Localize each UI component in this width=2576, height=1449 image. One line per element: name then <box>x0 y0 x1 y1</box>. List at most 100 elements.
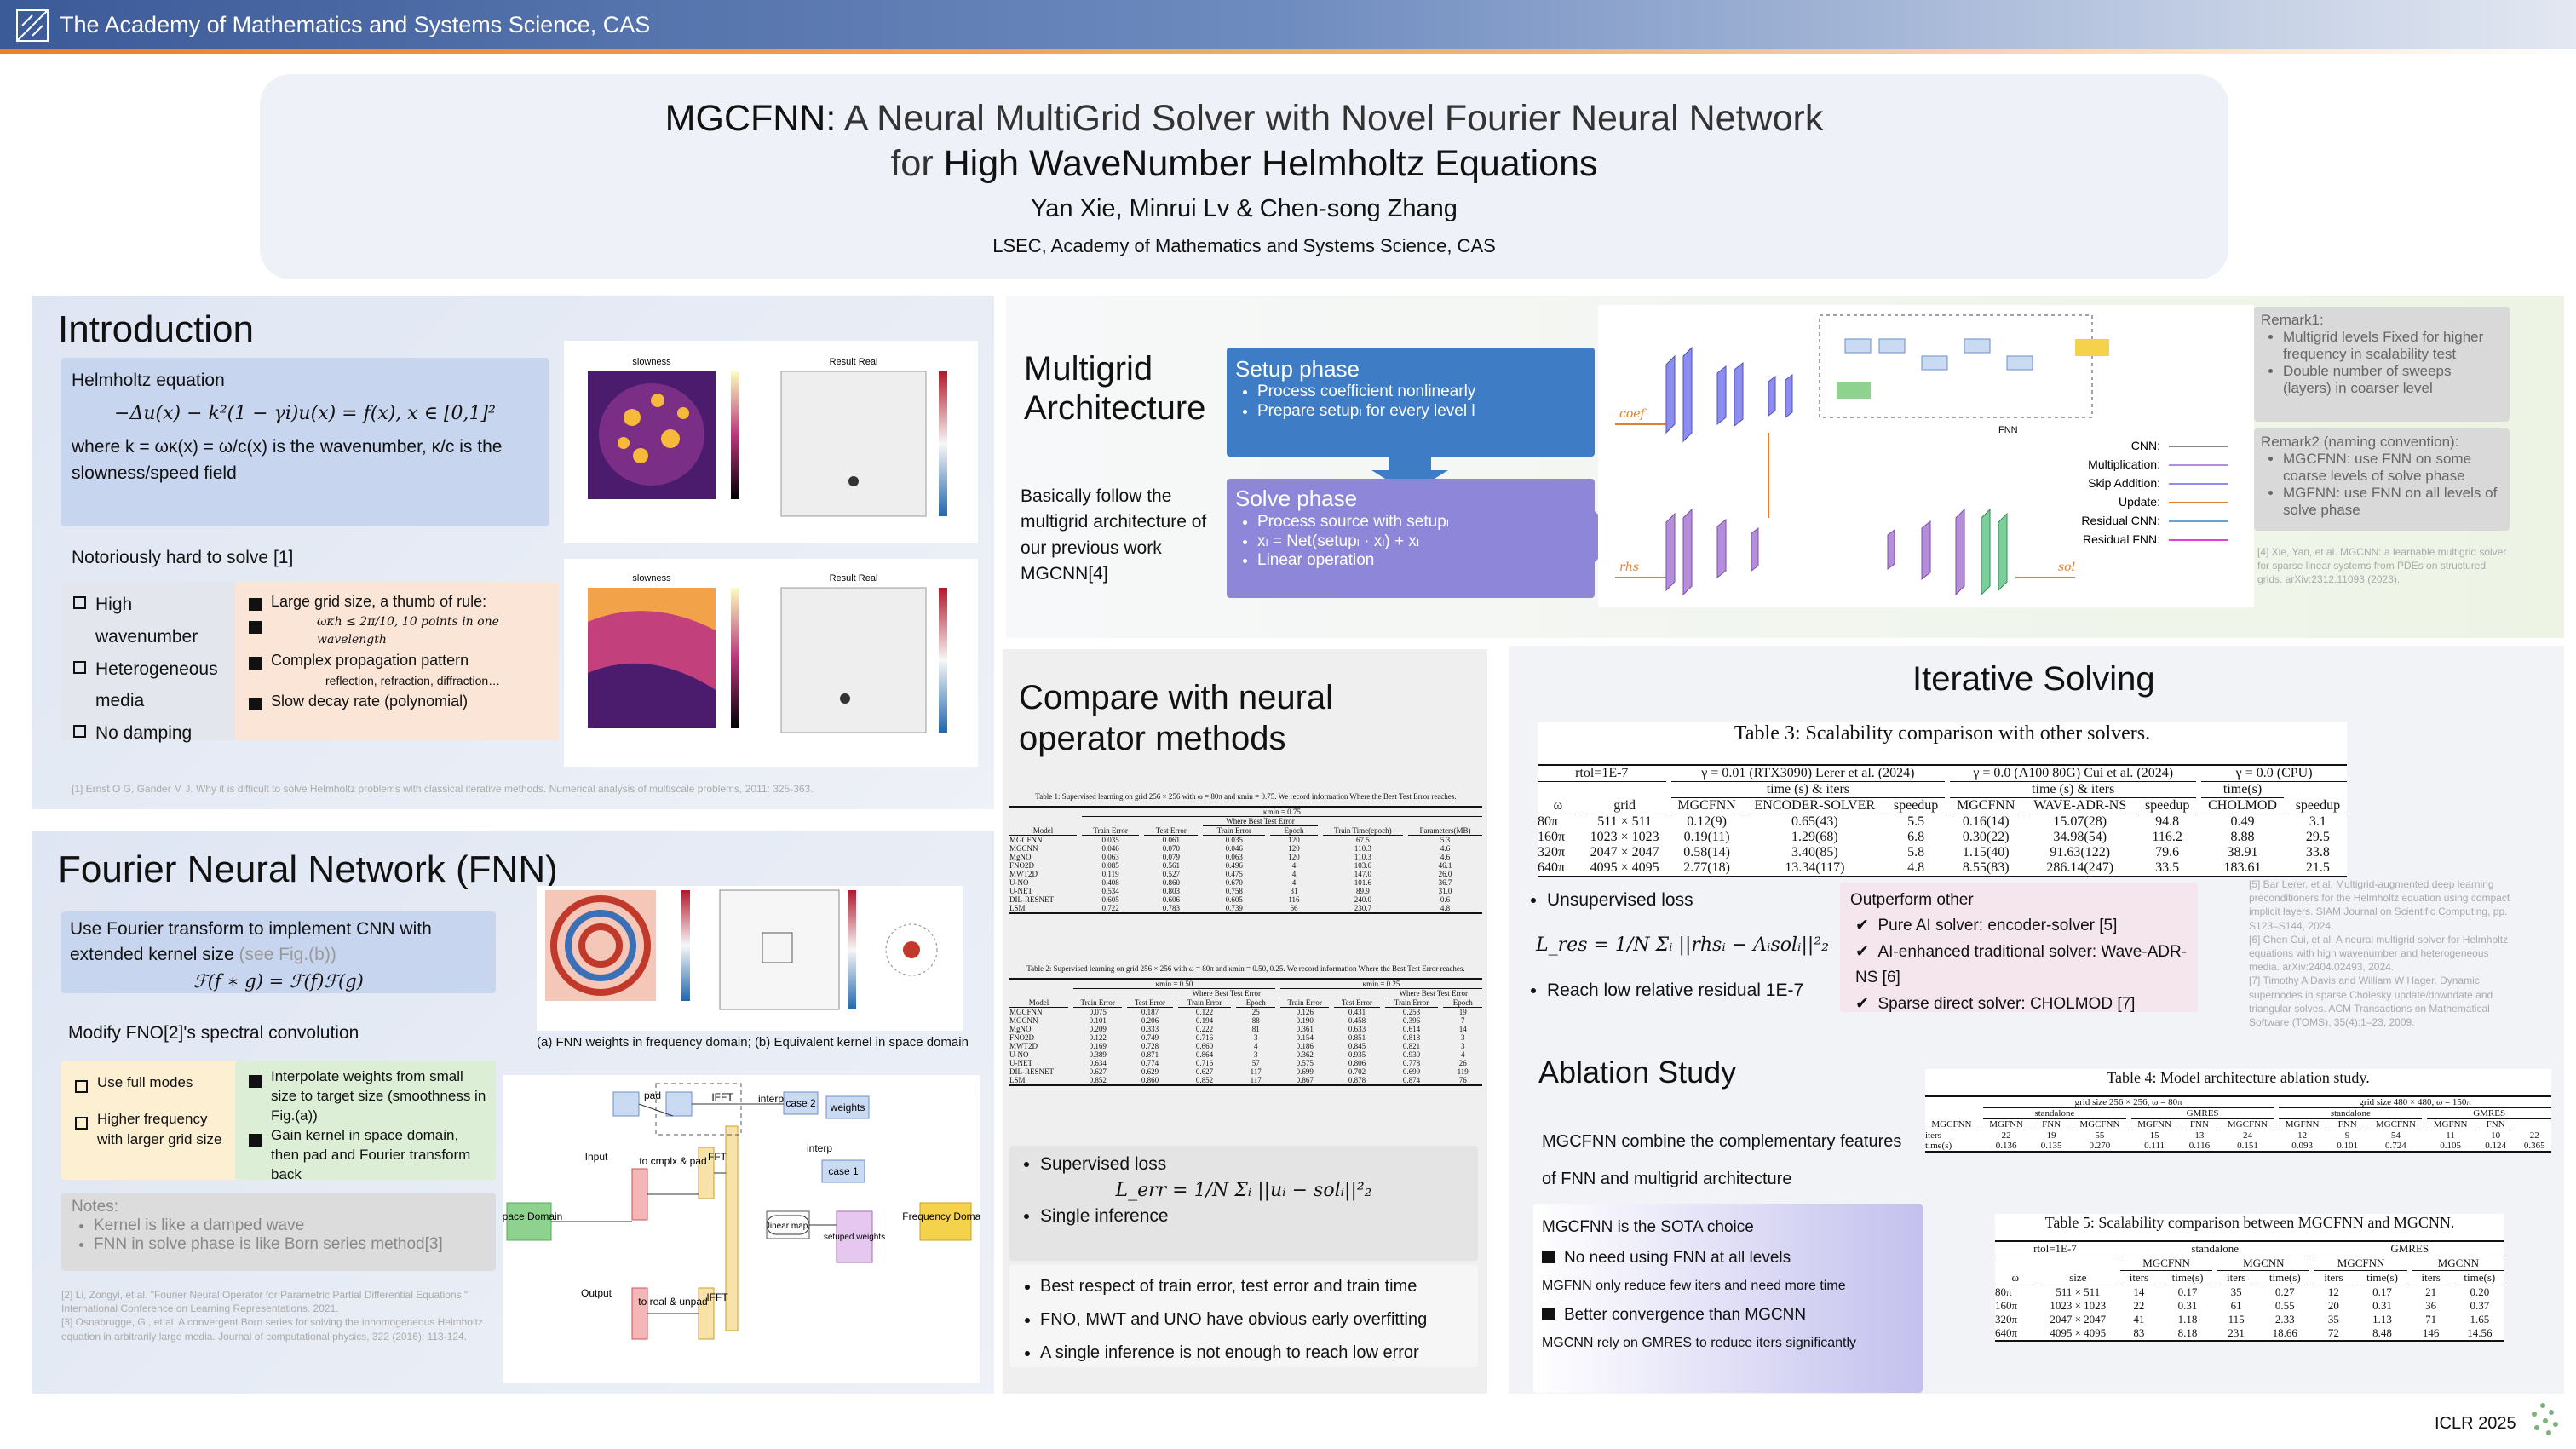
label: interp <box>807 1142 832 1154</box>
cell: 0.431 <box>1348 1008 1366 1016</box>
cell: 0.605 <box>1225 895 1243 904</box>
header-cell: time(s) <box>2357 1271 2407 1285</box>
bullet: Unsupervised loss <box>1547 888 1840 913</box>
input-label: coef <box>1619 407 1647 421</box>
setup-item: Process coefficient nonlinearly <box>1257 382 1586 401</box>
cell: 0.136 <box>1995 1141 2017 1151</box>
fnn-left-box: Use full modes Higher frequency with larg… <box>61 1061 240 1180</box>
notes-title: Notes: <box>72 1198 118 1216</box>
header-cell: speedup <box>2138 798 2197 814</box>
header-accent <box>0 49 2576 54</box>
cell: time(s) <box>1925 1141 1952 1151</box>
header-cell: κmin = 0.75 <box>1081 808 1482 817</box>
header-cell: ENCODER-SOLVER <box>1747 798 1883 814</box>
cell: U-NET <box>1009 887 1032 895</box>
hard-item-text: High wavenumber <box>95 595 198 647</box>
bullet: Best respect of train error, test error … <box>1040 1270 1469 1303</box>
cell: 0.935 <box>1348 1050 1366 1059</box>
header-cell: iters <box>2314 1271 2353 1285</box>
cell: 0.716 <box>1195 1059 1214 1067</box>
cell: MGCNN <box>1009 844 1038 853</box>
where: where k = ωκ(x) = ω/c(x) is the wavenumb… <box>72 437 503 483</box>
header-cell: MGCNN <box>2217 1256 2310 1271</box>
cell: 33.5 <box>2155 860 2180 875</box>
cell: 0.124 <box>2485 1141 2507 1151</box>
cell: 0.270 <box>2089 1141 2111 1151</box>
header-cell: grid <box>1583 798 1666 814</box>
cell: 0.852 <box>1195 1076 1214 1084</box>
cell: 0.728 <box>1141 1042 1159 1050</box>
cell: 36.7 <box>1438 878 1452 887</box>
header-cell: FNN <box>2330 1119 2365 1130</box>
cell: 91.63(122) <box>2050 845 2111 860</box>
cell: 1.15(40) <box>1962 845 2010 860</box>
header-cell: time(s) <box>2201 782 2284 798</box>
compare-heading: Compare with neural operator methods <box>1019 679 1334 757</box>
cell: 230.7 <box>1354 904 1371 912</box>
fnn-box: Use Fourier transform to implement CNN w… <box>61 911 496 993</box>
cell: 1023 × 1023 <box>1590 830 1659 844</box>
remark-item: MGFNN: use FNN on all levels of solve ph… <box>2283 485 2503 519</box>
cell: 2.77(18) <box>1683 860 1730 875</box>
fnn-right-item-text: Gain kernel in space domain, then pad an… <box>271 1126 471 1182</box>
cell: 0.575 <box>1296 1059 1314 1067</box>
legend: Multiplication: <box>2088 457 2160 471</box>
cell: 0.122 <box>1089 1033 1107 1042</box>
header-cell: speedup <box>1887 798 1946 814</box>
sota-detail: MGFNN only reduce few iters and need mor… <box>1542 1279 1846 1294</box>
bullet: Reach low relative residual 1E-7 <box>1547 978 1840 1003</box>
table-caption: Table 2: Supervised learning on grid 256… <box>1026 964 1465 973</box>
fnn-refs: [2] Li, Zongyi, et al. "Fourier Neural O… <box>61 1288 496 1343</box>
cell: 0.046 <box>1225 844 1243 853</box>
cell: 0.458 <box>1348 1016 1366 1025</box>
cell: 3.40(85) <box>1791 845 1838 860</box>
header-cell: Model <box>1009 998 1068 1008</box>
phase-arrow <box>1371 457 1448 494</box>
cell: 19 <box>1458 1008 1467 1016</box>
title-emph: High WaveNumber Helmholtz Equations <box>943 143 1598 184</box>
cell: 0.534 <box>1101 887 1119 895</box>
cell: 0.851 <box>1348 1033 1366 1042</box>
fnn-right-item: Gain kernel in space domain, then pad an… <box>249 1126 489 1185</box>
ref: [7] Timothy A Davis and William W Hager.… <box>2249 974 2521 1029</box>
cell: 0.194 <box>1195 1016 1214 1025</box>
hard-box: High wavenumber Heterogeneous media No dam… <box>61 582 240 743</box>
solve-box: Solve phase Process source with setupₗxₗ… <box>1227 479 1595 598</box>
cell: U-NET <box>1009 1059 1032 1067</box>
header-cell: ω <box>1538 798 1578 814</box>
header-cell: Train Error <box>1203 826 1266 836</box>
cell: 0.30(22) <box>1962 830 2010 844</box>
cell: 0.151 <box>2237 1141 2258 1151</box>
cell: 0.169 <box>1089 1042 1107 1050</box>
cell: 0.58(14) <box>1683 845 1730 860</box>
cell: 46.1 <box>1438 861 1452 870</box>
cell: 0.670 <box>1225 878 1243 887</box>
intro-plots: slowness Result Real slowness Result Rea… <box>564 341 978 767</box>
cell: 22 <box>2001 1130 2011 1141</box>
cell: 0.702 <box>1348 1067 1366 1076</box>
cell: 0.253 <box>1402 1008 1421 1016</box>
cell: 4 <box>1291 878 1297 887</box>
header-cell: time(s) <box>2162 1271 2213 1285</box>
cell: 0.37 <box>2470 1299 2490 1312</box>
cell: 0.778 <box>1402 1059 1421 1067</box>
cell: 0.606 <box>1162 895 1180 904</box>
cell: 0.724 <box>2385 1141 2406 1151</box>
cell: 1.29(68) <box>1791 830 1838 844</box>
cell: 0.17 <box>2372 1285 2392 1298</box>
cell: 116 <box>1288 895 1300 904</box>
label: IFFT <box>706 1291 728 1303</box>
cell: MGCFNN <box>1009 836 1043 844</box>
solve-item-text: Process source with setupₗ <box>1257 513 1449 531</box>
cell: 26 <box>1458 1059 1467 1067</box>
remark-item-text: Double number of sweeps (layers) in coar… <box>2283 363 2452 396</box>
title-name: MGCFNN: <box>664 98 837 139</box>
fnn-right-item: Interpolate weights from small size to t… <box>249 1067 489 1126</box>
cell: 0.699 <box>1296 1067 1314 1076</box>
ref-text: [6] Chen Cui, et al. A neural multigrid … <box>2249 933 2509 974</box>
cell: 13 <box>2194 1130 2205 1141</box>
notes-box: Notes: Kernel is like a damped waveFNN i… <box>61 1193 496 1271</box>
input-label: rhs <box>1619 561 1639 574</box>
cell: 0.716 <box>1195 1033 1214 1042</box>
hard-item: No damping <box>73 717 235 750</box>
